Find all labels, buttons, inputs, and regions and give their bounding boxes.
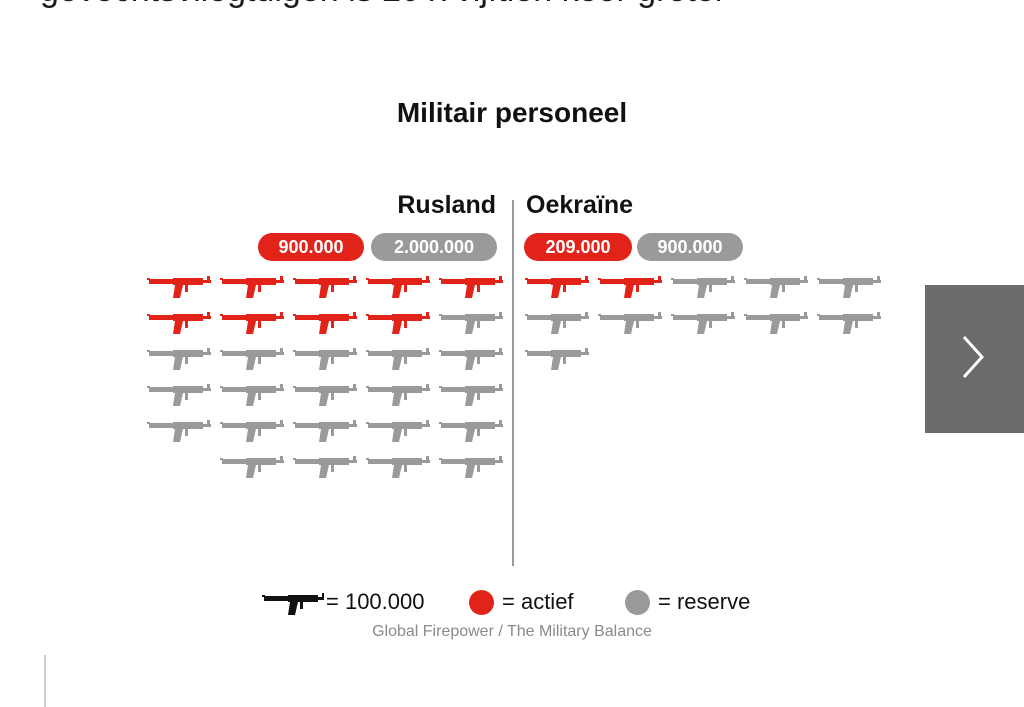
rifle-icon-ukraine-6 [525, 312, 589, 334]
legend-reserve-dot [625, 590, 650, 615]
rifle-icon-russia-24 [366, 420, 430, 442]
rifle-icon-russia-18 [293, 384, 357, 406]
rifle-icon-russia-29 [439, 456, 503, 478]
rifle-icon-russia-21 [147, 420, 211, 442]
russia-reserve-badge: 2.000.000 [371, 233, 497, 261]
rifle-icon-ukraine-7 [598, 312, 662, 334]
rifle-icon-russia-12 [220, 348, 284, 370]
rifle-icon-russia-15 [439, 348, 503, 370]
chart-source: Global Firepower / The Military Balance [372, 623, 652, 640]
ukraine-active-badge: 209.000 [524, 233, 632, 261]
next-slide-button[interactable] [925, 285, 1024, 433]
text-cursor [44, 655, 46, 707]
center-divider [512, 200, 514, 566]
rifle-icon-russia-1 [147, 276, 211, 298]
rifle-icon-ukraine-9 [744, 312, 808, 334]
rifle-icon-russia-9 [366, 312, 430, 334]
ukraine-reserve-badge: 900.000 [637, 233, 743, 261]
rifle-icon-russia-26 [220, 456, 284, 478]
rifle-icon-russia-14 [366, 348, 430, 370]
rifle-icon-russia-8 [293, 312, 357, 334]
rifle-icon-russia-28 [366, 456, 430, 478]
rifle-icon-russia-13 [293, 348, 357, 370]
rifle-icon-russia-2 [220, 276, 284, 298]
rifle-icon-russia-11 [147, 348, 211, 370]
rifle-icon-ukraine-1 [525, 276, 589, 298]
rifle-icon-ukraine-8 [671, 312, 735, 334]
rifle-icon-russia-10 [439, 312, 503, 334]
country-label-ukraine: Oekraïne [526, 191, 634, 219]
legend-reserve-label: = reserve [658, 589, 751, 614]
rifle-icon-ukraine-2 [598, 276, 662, 298]
legend-unit-label: = 100.000 [326, 589, 425, 614]
rifle-icon-russia-4 [366, 276, 430, 298]
rifle-icon-russia-17 [220, 384, 284, 406]
rifle-icon-ukraine-10 [817, 312, 881, 334]
rifle-icon-russia-23 [293, 420, 357, 442]
russia-active-badge: 900.000 [258, 233, 364, 261]
legend-active-label: = actief [502, 589, 574, 614]
rifle-icon-ukraine-11 [525, 348, 589, 370]
chevron-right-icon [962, 335, 985, 379]
rifle-icon-russia-3 [293, 276, 357, 298]
rifle-icon-russia-25 [439, 420, 503, 442]
rifle-icon-ukraine-4 [744, 276, 808, 298]
rifle-icon-russia-5 [439, 276, 503, 298]
rifle-icon-russia-7 [220, 312, 284, 334]
legend-active-dot [469, 590, 494, 615]
chart-title: Militair personeel [396, 97, 628, 128]
rifle-icon-russia-27 [293, 456, 357, 478]
rifle-unit-icon [262, 593, 324, 615]
rifle-icon-russia-22 [220, 420, 284, 442]
country-label-russia: Rusland [397, 191, 496, 219]
rifle-icon-russia-16 [147, 384, 211, 406]
rifle-icon-russia-19 [366, 384, 430, 406]
rifle-icon-ukraine-5 [817, 276, 881, 298]
article-headline: gevechtsvliegtuigen is 20 x vijftien kee… [40, 0, 940, 10]
rifle-icon-russia-20 [439, 384, 503, 406]
rifle-icon-russia-6 [147, 312, 211, 334]
rifle-icon-ukraine-3 [671, 276, 735, 298]
